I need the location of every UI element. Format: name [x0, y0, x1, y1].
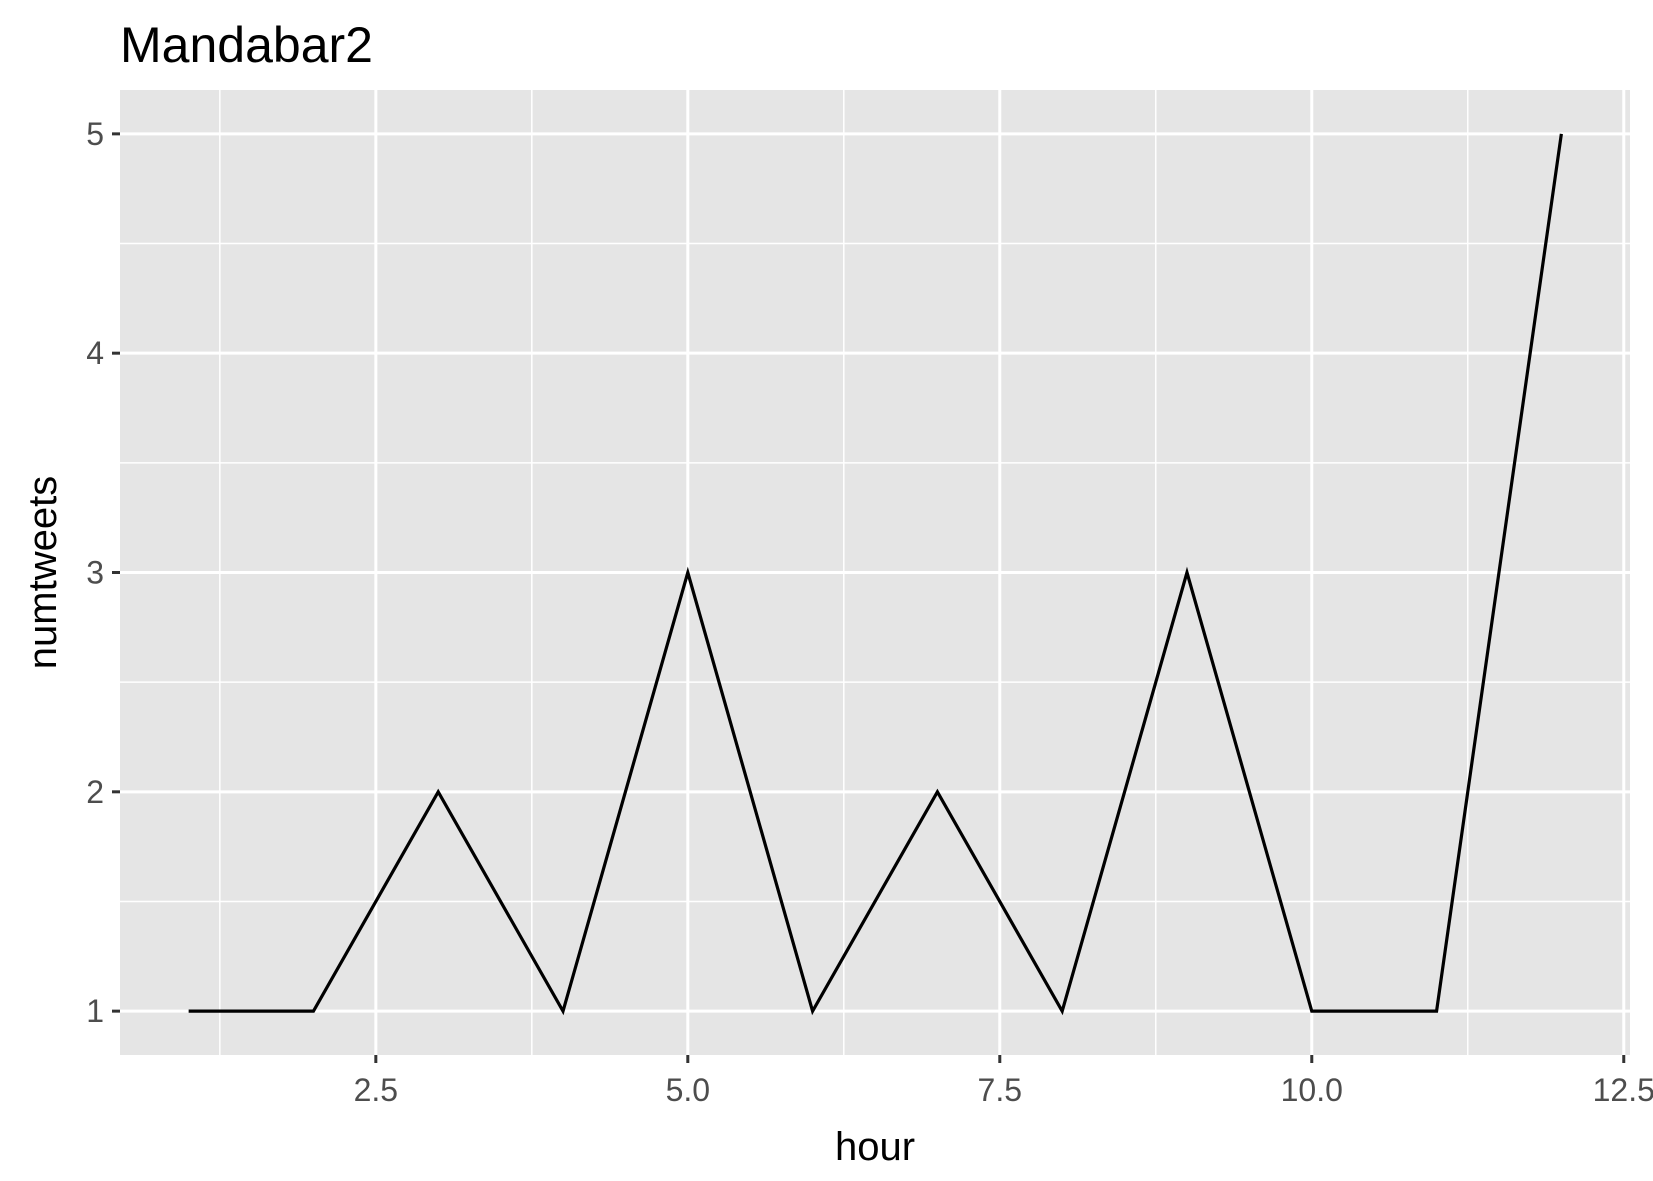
chart-title: Mandabar2 [120, 17, 373, 73]
tick-labels: 2.5 5.0 7.5 10.0 12.5 1 2 3 4 5 [86, 116, 1653, 1108]
series-line-0 [188, 133, 1563, 1016]
x-axis-title: hour [835, 1125, 915, 1169]
x-tick-label: 7.5 [978, 1072, 1022, 1108]
x-tick-label: 12.5 [1593, 1072, 1653, 1108]
y-tick-label: 1 [86, 993, 104, 1029]
y-axis-title: numtweets [21, 476, 65, 669]
x-tick-label: 10.0 [1281, 1072, 1343, 1108]
series-layer [188, 133, 1563, 1016]
y-tick-label: 5 [86, 116, 104, 152]
axis-ticks [112, 132, 1626, 1063]
y-tick-label: 3 [86, 555, 104, 591]
x-tick-label: 2.5 [354, 1072, 398, 1108]
x-tick-label: 5.0 [666, 1072, 710, 1108]
y-tick-label: 2 [86, 774, 104, 810]
y-tick-label: 4 [86, 335, 104, 371]
